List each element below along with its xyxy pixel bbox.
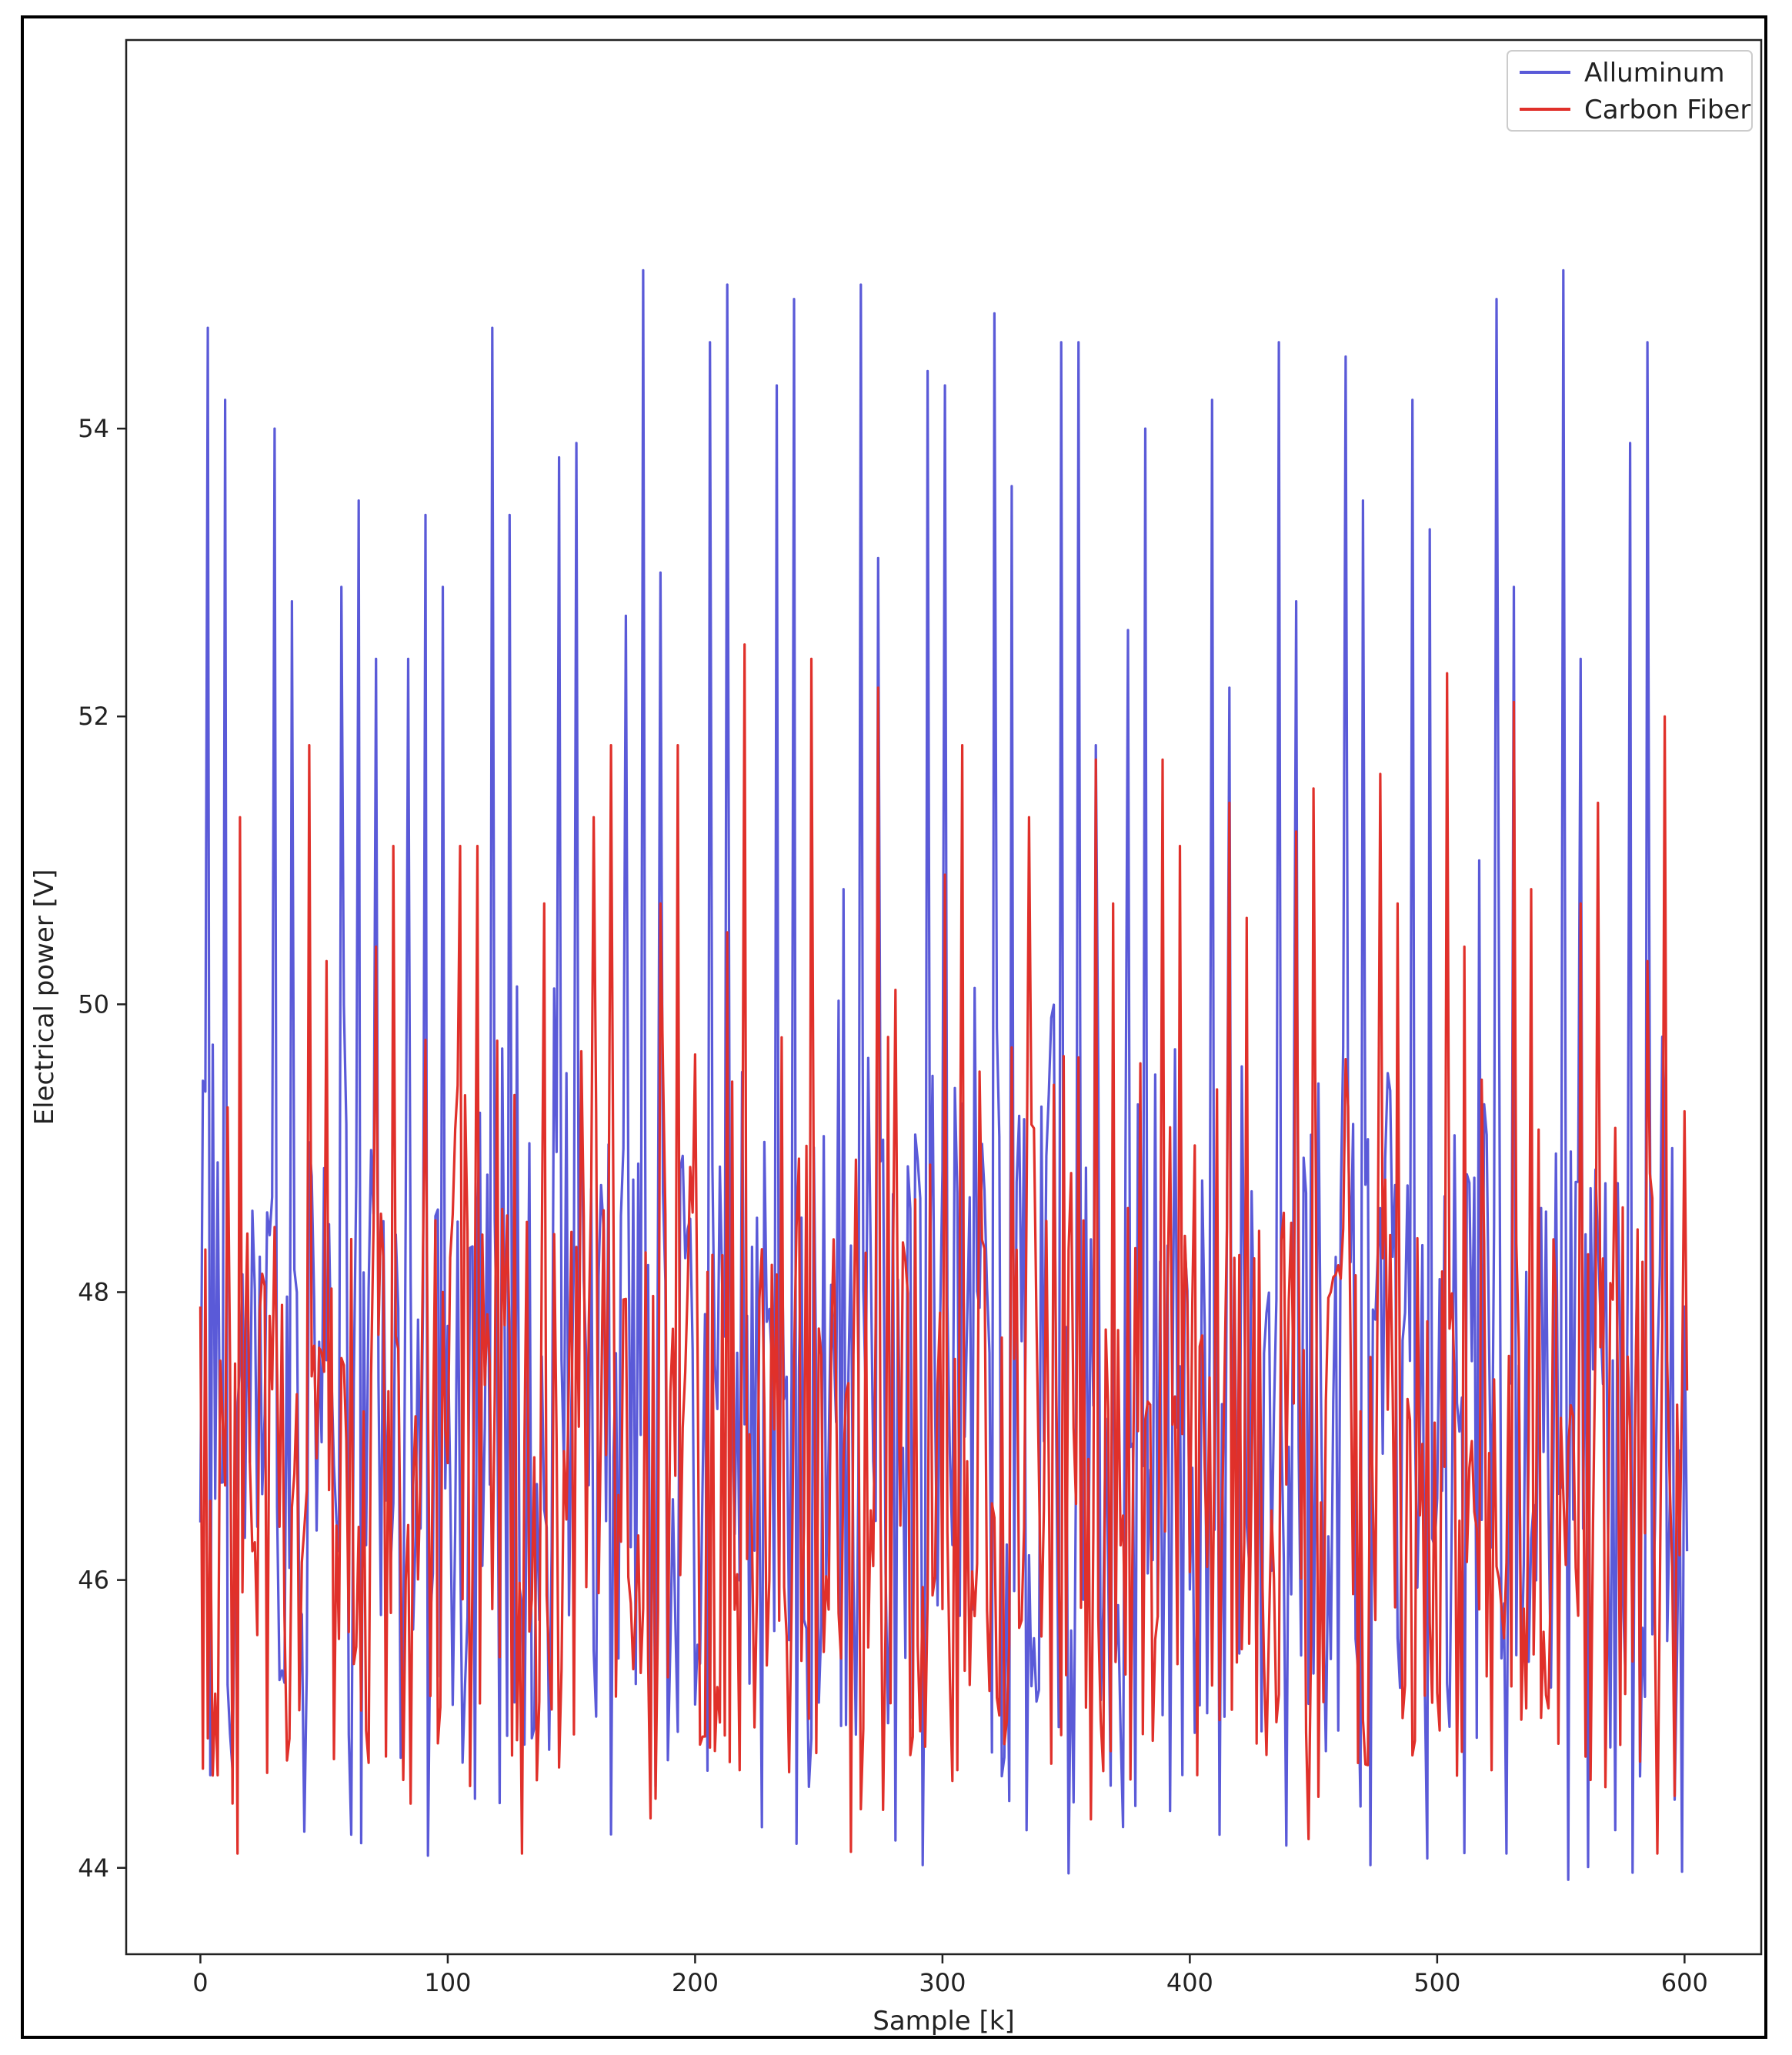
x-tick-label: 500 [1413,1968,1460,1997]
y-axis-ticks: 44 46 48 50 52 54 [78,414,126,1883]
x-tick-label: 100 [424,1968,471,1997]
series-line-carbon-fiber [199,643,1689,1855]
x-axis-label: Sample [k] [873,2006,1015,2036]
x-tick-label: 400 [1166,1968,1213,1997]
y-tick-label: 50 [78,989,109,1019]
x-tick-label: 200 [672,1968,719,1997]
x-tick-label: 0 [192,1968,208,1997]
legend: Alluminum Carbon Fiber [1507,50,1753,132]
x-tick-label: 600 [1661,1968,1708,1997]
legend-label-carbon-fiber: Carbon Fiber [1584,95,1750,125]
y-tick-label: 48 [78,1277,109,1306]
legend-label-alluminum: Alluminum [1584,58,1724,88]
y-tick-label: 44 [78,1853,109,1883]
figure-frame: 0 100 200 300 400 500 600 44 46 48 50 52 54 Sample … [21,15,1767,2039]
x-axis-ticks: 0 100 200 300 400 500 600 [192,1954,1708,1997]
y-axis-label: Electrical power [V] [29,869,60,1126]
series-layer [199,269,1689,1881]
y-tick-label: 52 [78,702,109,731]
y-tick-label: 54 [78,414,109,443]
x-tick-label: 300 [919,1968,966,1997]
line-chart: 0 100 200 300 400 500 600 44 46 48 50 52 54 Sample … [29,38,1763,2036]
y-tick-label: 46 [78,1566,109,1595]
